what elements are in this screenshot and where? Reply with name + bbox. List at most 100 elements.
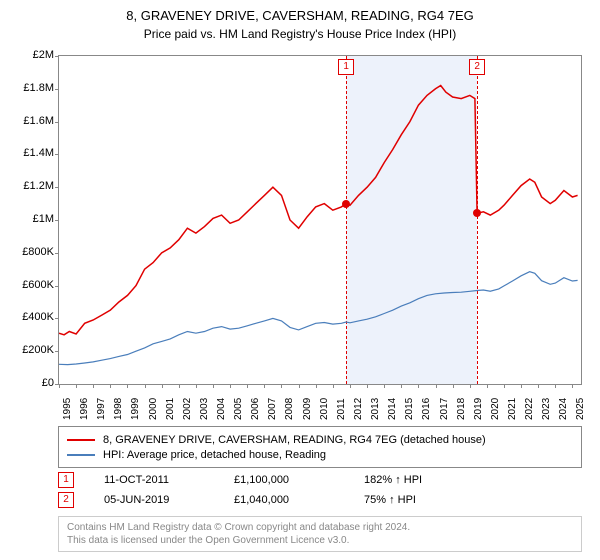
x-tick-label: 2006 bbox=[250, 398, 261, 420]
x-tick-label: 2008 bbox=[284, 398, 295, 420]
x-tick-mark bbox=[521, 384, 522, 388]
x-tick-label: 2007 bbox=[267, 398, 278, 420]
legend-swatch bbox=[67, 454, 95, 456]
x-tick-label: 1999 bbox=[130, 398, 141, 420]
y-tick-label: £2M bbox=[6, 49, 54, 61]
footer-line1: Contains HM Land Registry data © Crown c… bbox=[67, 521, 573, 534]
x-tick-label: 1998 bbox=[113, 398, 124, 420]
x-tick-mark bbox=[230, 384, 231, 388]
sale-marker-box: 2 bbox=[469, 59, 485, 75]
x-tick-mark bbox=[179, 384, 180, 388]
sale-date: 11-OCT-2011 bbox=[104, 474, 234, 486]
x-tick-mark bbox=[281, 384, 282, 388]
sale-marker-box: 1 bbox=[338, 59, 354, 75]
sale-date: 05-JUN-2019 bbox=[104, 494, 234, 506]
x-tick-label: 2014 bbox=[387, 398, 398, 420]
y-tick-label: £1M bbox=[6, 213, 54, 225]
x-tick-label: 2001 bbox=[165, 398, 176, 420]
sale-price: £1,100,000 bbox=[234, 474, 364, 486]
x-tick-label: 2024 bbox=[558, 398, 569, 420]
x-tick-mark bbox=[264, 384, 265, 388]
chart-container: 8, GRAVENEY DRIVE, CAVERSHAM, READING, R… bbox=[0, 0, 600, 560]
y-tick-label: £400K bbox=[6, 311, 54, 323]
sale-index-box: 1 bbox=[58, 472, 74, 488]
sales-table: 1 11-OCT-2011£1,100,000182% ↑ HPI 2 05-JUN-… bbox=[58, 470, 582, 510]
x-tick-mark bbox=[316, 384, 317, 388]
x-tick-mark bbox=[384, 384, 385, 388]
legend-item: 8, GRAVENEY DRIVE, CAVERSHAM, READING, R… bbox=[67, 432, 573, 447]
chart-subtitle: Price paid vs. HM Land Registry's House … bbox=[0, 25, 600, 41]
x-tick-mark bbox=[436, 384, 437, 388]
legend-label: HPI: Average price, detached house, Read… bbox=[103, 449, 326, 461]
y-tick-label: £200K bbox=[6, 344, 54, 356]
chart-title: 8, GRAVENEY DRIVE, CAVERSHAM, READING, R… bbox=[0, 0, 600, 25]
x-tick-label: 2019 bbox=[473, 398, 484, 420]
x-tick-label: 2012 bbox=[353, 398, 364, 420]
x-tick-label: 2021 bbox=[507, 398, 518, 420]
x-tick-label: 2000 bbox=[148, 398, 159, 420]
x-tick-label: 1995 bbox=[62, 398, 73, 420]
x-tick-mark bbox=[196, 384, 197, 388]
x-tick-mark bbox=[59, 384, 60, 388]
x-tick-mark bbox=[538, 384, 539, 388]
legend-label: 8, GRAVENEY DRIVE, CAVERSHAM, READING, R… bbox=[103, 434, 486, 446]
x-tick-mark bbox=[401, 384, 402, 388]
x-tick-label: 2017 bbox=[439, 398, 450, 420]
x-tick-label: 2004 bbox=[216, 398, 227, 420]
x-tick-mark bbox=[213, 384, 214, 388]
sale-marker-dot bbox=[342, 200, 350, 208]
x-tick-label: 2013 bbox=[370, 398, 381, 420]
sale-hpi: 182% ↑ HPI bbox=[364, 474, 494, 486]
x-tick-mark bbox=[555, 384, 556, 388]
y-tick-label: £1.6M bbox=[6, 115, 54, 127]
x-tick-label: 2025 bbox=[575, 398, 586, 420]
y-tick-label: £0 bbox=[6, 377, 54, 389]
x-tick-label: 1997 bbox=[96, 398, 107, 420]
x-tick-label: 2015 bbox=[404, 398, 415, 420]
x-tick-mark bbox=[470, 384, 471, 388]
y-tick-label: £1.8M bbox=[6, 82, 54, 94]
legend-item: HPI: Average price, detached house, Read… bbox=[67, 447, 573, 462]
sale-row: 1 11-OCT-2011£1,100,000182% ↑ HPI bbox=[58, 470, 582, 490]
x-tick-mark bbox=[162, 384, 163, 388]
y-tick-label: £800K bbox=[6, 246, 54, 258]
x-tick-mark bbox=[145, 384, 146, 388]
y-tick-label: £1.2M bbox=[6, 180, 54, 192]
plot-area: 12 bbox=[58, 55, 582, 385]
x-tick-mark bbox=[93, 384, 94, 388]
x-tick-mark bbox=[333, 384, 334, 388]
sale-index-box: 2 bbox=[58, 492, 74, 508]
y-tick-label: £1.4M bbox=[6, 147, 54, 159]
x-tick-mark bbox=[350, 384, 351, 388]
legend-swatch bbox=[67, 439, 95, 441]
sale-marker-dot bbox=[473, 209, 481, 217]
x-tick-label: 1996 bbox=[79, 398, 90, 420]
x-tick-label: 2020 bbox=[490, 398, 501, 420]
series-property bbox=[59, 86, 578, 335]
footer-attribution: Contains HM Land Registry data © Crown c… bbox=[58, 516, 582, 552]
x-tick-mark bbox=[76, 384, 77, 388]
line-series-svg bbox=[59, 56, 581, 384]
x-tick-label: 2009 bbox=[302, 398, 313, 420]
footer-line2: This data is licensed under the Open Gov… bbox=[67, 534, 573, 547]
x-tick-mark bbox=[487, 384, 488, 388]
sale-price: £1,040,000 bbox=[234, 494, 364, 506]
x-tick-mark bbox=[572, 384, 573, 388]
x-tick-mark bbox=[504, 384, 505, 388]
x-tick-label: 2016 bbox=[421, 398, 432, 420]
x-tick-mark bbox=[127, 384, 128, 388]
sale-row: 2 05-JUN-2019£1,040,00075% ↑ HPI bbox=[58, 490, 582, 510]
sale-hpi: 75% ↑ HPI bbox=[364, 494, 494, 506]
x-tick-label: 2005 bbox=[233, 398, 244, 420]
x-tick-mark bbox=[299, 384, 300, 388]
x-tick-mark bbox=[453, 384, 454, 388]
y-tick-label: £600K bbox=[6, 279, 54, 291]
x-tick-label: 2002 bbox=[182, 398, 193, 420]
x-tick-mark bbox=[418, 384, 419, 388]
x-tick-label: 2011 bbox=[336, 398, 347, 420]
x-tick-mark bbox=[367, 384, 368, 388]
x-tick-label: 2023 bbox=[541, 398, 552, 420]
x-tick-label: 2022 bbox=[524, 398, 535, 420]
x-tick-mark bbox=[110, 384, 111, 388]
x-tick-label: 2018 bbox=[456, 398, 467, 420]
